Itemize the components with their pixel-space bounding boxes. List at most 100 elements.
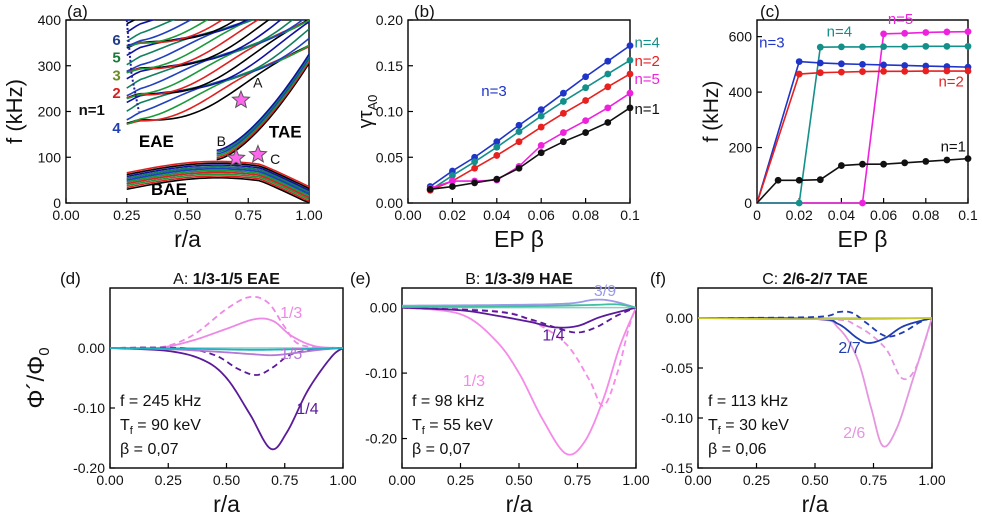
- continuum-line: [126, 44, 309, 125]
- y-axis-label: f (kHz): [700, 81, 723, 143]
- x-tick-label: 1.00: [622, 472, 649, 488]
- info-T: T: [412, 417, 422, 434]
- harmonic-label: 1/5: [280, 346, 302, 363]
- harmonic-label: 1/4: [542, 327, 564, 344]
- data-point: [880, 30, 887, 38]
- y-tick-label: 0.00: [78, 340, 105, 356]
- x-tick-label: 0.75: [235, 207, 262, 223]
- series-line: [756, 70, 968, 204]
- series-label: n=5: [888, 11, 913, 28]
- data-point: [964, 155, 972, 163]
- series-line: [429, 73, 631, 191]
- x-tick-label: 0.75: [564, 472, 591, 488]
- y-tick-label: 0: [53, 195, 61, 211]
- continuum-line: [126, 20, 193, 48]
- x-tick-label: 0.75: [860, 472, 887, 488]
- mode-star-label: C: [270, 151, 280, 167]
- harmonic-label: 3/9: [594, 283, 616, 300]
- series-line: [429, 59, 631, 191]
- x-tick-label: 0.00: [388, 472, 415, 488]
- series-line: [429, 92, 631, 190]
- data-point: [537, 141, 545, 149]
- y-tick-label: 0.05: [376, 149, 403, 165]
- continuum-line: [126, 160, 309, 188]
- data-point: [816, 69, 824, 77]
- data-point: [426, 185, 434, 193]
- data-point: [604, 119, 612, 126]
- data-point: [795, 58, 803, 65]
- continuum-line: [216, 59, 309, 157]
- x-tick-label: 0.50: [505, 472, 532, 488]
- data-point: [626, 56, 634, 64]
- data-point: [901, 67, 909, 75]
- continuum-line: [216, 55, 309, 154]
- data-point: [922, 158, 930, 165]
- eigenfunction-line: [110, 295, 343, 350]
- y-tick-label: 200: [729, 140, 753, 156]
- info-T-rest: = 30 keV: [721, 417, 789, 434]
- eigenfunction-line: [110, 317, 343, 350]
- panel-label: (b): [414, 2, 435, 21]
- panel-e: 0.00 0.25 0.50 0.75 1.00 0.00 -0.10 -0.20 (e) r/a…: [350, 269, 650, 517]
- panel-d: 0.00 0.25 0.50 0.75 1.00 0.00 -0.10 -0.20 (d) r/a…: [23, 269, 357, 517]
- continuum-line: [126, 167, 309, 195]
- continuum-line: [126, 169, 309, 197]
- data-point: [582, 129, 589, 136]
- eigenfunction-line: [698, 317, 932, 321]
- data-point: [537, 112, 545, 120]
- y-tick-label: 400: [38, 12, 62, 28]
- x-axis-label: r/a: [174, 226, 201, 252]
- mode-star-marker: [248, 144, 268, 163]
- data-point: [943, 28, 951, 36]
- y-tick-label: 600: [729, 29, 753, 45]
- series-label: n=2: [634, 53, 659, 70]
- x-tick-label: 0.1: [620, 207, 640, 223]
- y-axis-label: Φ´/Φ0: [23, 347, 53, 408]
- mode-star-marker: [231, 89, 251, 109]
- data-point: [471, 164, 478, 172]
- data-point: [838, 68, 845, 76]
- continuum-line: [216, 53, 309, 152]
- mode-number-label: n=1: [79, 102, 105, 119]
- x-tick-label: 0.1: [958, 207, 978, 223]
- continuum-line: [216, 57, 309, 155]
- series-label: n=1: [634, 101, 659, 118]
- y-tick-label: 0.20: [376, 12, 403, 28]
- data-point: [604, 70, 612, 78]
- info-line: β = 0,06: [708, 441, 767, 458]
- info-T: T: [120, 417, 130, 434]
- eigenfunction-line: [698, 310, 932, 338]
- continuum-lines: [125, 20, 309, 203]
- mode-number-label: 4: [112, 120, 121, 137]
- x-tick-label: 1.00: [918, 472, 945, 488]
- data-point: [943, 42, 951, 50]
- panel-label: (d): [60, 269, 81, 288]
- eigenfunction-line: [402, 306, 636, 407]
- data-point: [880, 67, 887, 75]
- plot-frame: [407, 19, 631, 204]
- eigenfunction-line: [698, 317, 932, 344]
- data-point: [493, 143, 501, 151]
- continuum-line: [126, 162, 309, 190]
- continuum-line: [216, 61, 309, 159]
- x-tick-label: 0.04: [483, 207, 510, 223]
- x-axis-label: r/a: [506, 491, 533, 517]
- data-point: [964, 42, 972, 50]
- data-point: [493, 152, 501, 159]
- data-point: [560, 138, 567, 146]
- x-tick-label: 1.00: [329, 472, 356, 488]
- x-tick-label: 0.25: [447, 472, 474, 488]
- x-axis-label: r/a: [802, 491, 829, 517]
- data-point: [515, 121, 523, 129]
- eigenfunction-curves: [698, 310, 932, 448]
- mode-star-label: B: [217, 133, 226, 149]
- panel-subtitle: C: 2/6-2/7 TAE: [762, 271, 868, 288]
- harmonic-label: 2/6: [843, 425, 865, 442]
- data-point: [515, 128, 523, 136]
- y-tick-label: -0.10: [73, 400, 105, 416]
- data-point: [537, 123, 545, 131]
- panel-subtitle-bold: 2/6-2/7 TAE: [783, 271, 868, 288]
- y-tick-label: 0.10: [376, 104, 403, 120]
- y-axis-label-sub: 0: [36, 347, 53, 355]
